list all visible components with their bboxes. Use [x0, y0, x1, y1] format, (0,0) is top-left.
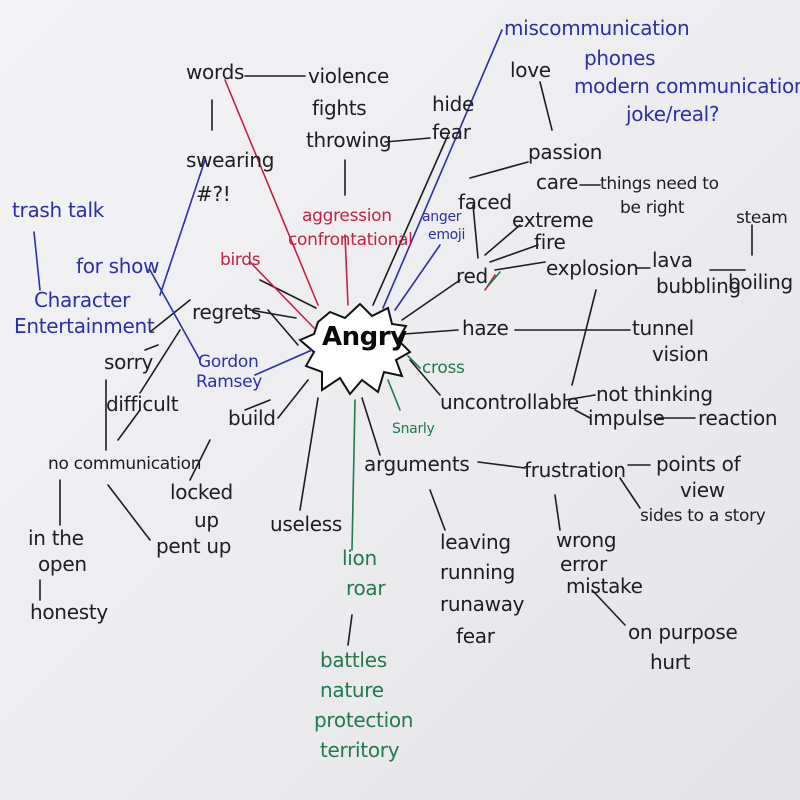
word-love: love [510, 58, 551, 82]
word-steam: steam [736, 208, 788, 228]
word-birds: birds [220, 250, 261, 270]
word-mistake: mistake [566, 574, 643, 598]
word-swearing: swearing [186, 148, 275, 172]
word-sides-to-a-story: sides to a story [640, 506, 766, 526]
word-pent-up: pent up [156, 534, 232, 558]
word-build: build [228, 406, 276, 430]
word-running: running [440, 560, 516, 584]
word-lion: lion [342, 546, 377, 570]
word-regrets: regrets [192, 300, 262, 324]
word-entertainment: Entertainment [14, 314, 155, 338]
word-territory: territory [320, 738, 400, 762]
word-bubbling: bubbling [656, 274, 741, 298]
word-things-need-to: things need to [600, 174, 719, 194]
word-hurt: hurt [650, 650, 691, 674]
word-explosion: explosion [546, 256, 639, 280]
word-wrong: wrong [556, 528, 617, 552]
word-up: up [194, 508, 219, 532]
word-not-thinking: not thinking [596, 382, 713, 406]
word-uncontrollable: uncontrollable [440, 390, 579, 414]
word-ramsey: Ramsey [196, 372, 262, 392]
word-fear-top: fear [432, 120, 471, 144]
word-violence: violence [308, 64, 390, 88]
word-open: open [38, 552, 87, 576]
word-fire: fire [534, 230, 566, 254]
word-fights: fights [312, 96, 367, 120]
center-burst [298, 302, 412, 396]
word-trash-talk: trash talk [12, 198, 105, 222]
word-battles: battles [320, 648, 387, 672]
center-word: Angry [322, 322, 407, 352]
word-boiling: boiling [728, 270, 793, 294]
word-arguments: arguments [364, 452, 470, 476]
word-passion: passion [528, 140, 603, 164]
word-be-right: be right [620, 198, 685, 218]
word-frustration: frustration [524, 458, 626, 482]
word-miscommunication: miscommunication [504, 16, 690, 40]
word-gordon: Gordon [198, 352, 259, 372]
word-honesty: honesty [30, 600, 108, 624]
word-faced: faced [458, 190, 512, 214]
word-difficult: difficult [106, 392, 179, 416]
word-nature: nature [320, 678, 384, 702]
word-red: red [456, 264, 488, 288]
word-confrontational: confrontational [288, 230, 413, 250]
word-extreme: extreme [512, 208, 594, 232]
word-phones: phones [584, 46, 656, 70]
word-character: Character [34, 288, 131, 312]
word-useless: useless [270, 512, 343, 536]
word-words: words [186, 60, 245, 84]
word-throwing: throwing [306, 128, 392, 152]
word-reaction: reaction [698, 406, 778, 430]
word-in-the: in the [28, 526, 84, 550]
word-anger: anger [422, 209, 462, 225]
word-symbols: #?! [196, 182, 231, 206]
word-snarly: Snarly [392, 421, 435, 437]
word-aggression: aggression [302, 206, 392, 226]
word-lava: lava [652, 248, 693, 272]
word-fear-bottom: fear [456, 624, 495, 648]
word-view: view [680, 478, 725, 502]
word-haze: haze [462, 316, 509, 340]
word-for-show: for show [76, 254, 160, 278]
word-roar: roar [346, 576, 386, 600]
word-no-communication: no communication [48, 454, 202, 474]
word-impulse: impulse [588, 406, 665, 430]
word-locked: locked [170, 480, 233, 504]
word-sorry: sorry [104, 350, 154, 374]
word-protection: protection [314, 708, 414, 732]
word-hide: hide [432, 92, 475, 116]
word-joke-real: joke/real? [626, 102, 720, 126]
word-leaving: leaving [440, 530, 511, 554]
word-care: care [536, 170, 579, 194]
word-error: error [560, 552, 607, 576]
word-cross: cross [422, 358, 465, 378]
word-runaway: runaway [440, 592, 525, 616]
word-modern-communication: modern communication [574, 74, 800, 98]
word-emoji: emoji [428, 227, 466, 243]
word-points-of: points of [656, 452, 741, 476]
word-tunnel: tunnel [632, 316, 694, 340]
word-on-purpose: on purpose [628, 620, 738, 644]
word-vision: vision [652, 342, 709, 366]
